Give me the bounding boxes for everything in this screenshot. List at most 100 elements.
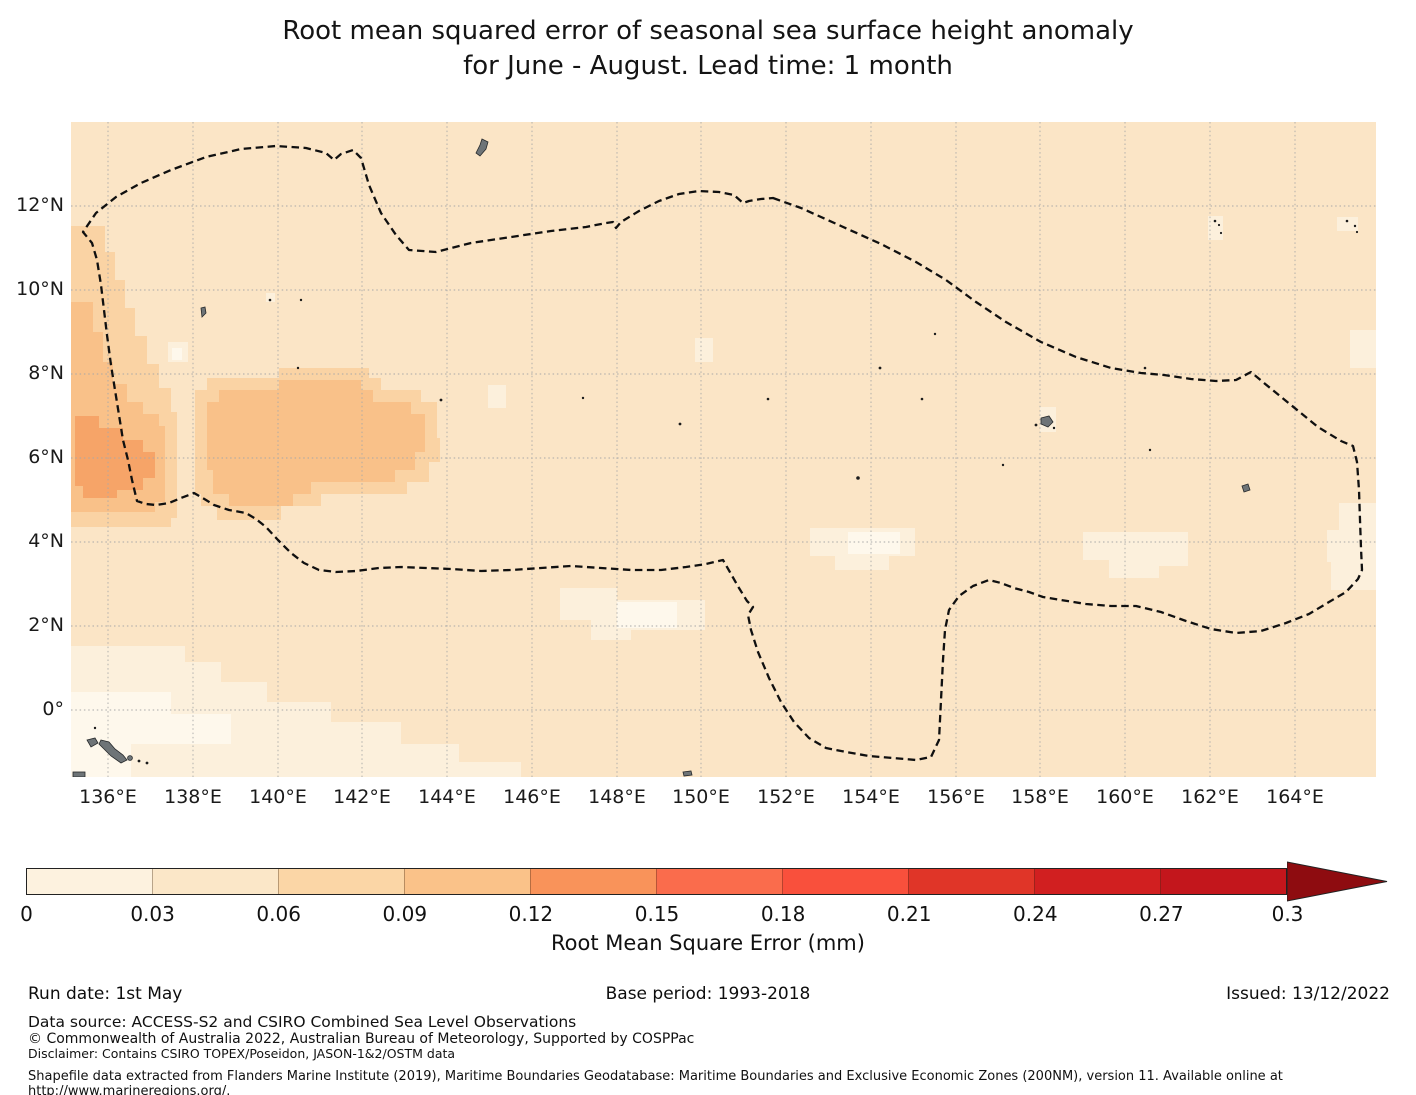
colorbar-segment bbox=[404, 869, 530, 894]
colorbar-extend-arrow bbox=[1287, 861, 1388, 902]
island-guam bbox=[475, 138, 489, 157]
atoll-speck bbox=[296, 366, 300, 370]
atoll-speck bbox=[1345, 219, 1349, 223]
atoll-speck bbox=[1213, 219, 1217, 223]
x-tick-label: 156°E bbox=[927, 786, 985, 808]
atoll-speck bbox=[1355, 230, 1359, 234]
atoll-speck bbox=[920, 397, 924, 401]
x-tick-label: 158°E bbox=[1011, 786, 1069, 808]
x-tick-label: 154°E bbox=[842, 786, 900, 808]
colorbar-tick-label: 0.15 bbox=[634, 902, 680, 926]
atoll-speck bbox=[268, 298, 272, 302]
x-tick-label: 152°E bbox=[757, 786, 815, 808]
rmse-low-patch-150e-9n bbox=[695, 338, 713, 362]
island-palau-speck bbox=[137, 759, 141, 763]
y-tick-label: 8°N bbox=[28, 362, 64, 384]
atoll-speck bbox=[678, 422, 682, 426]
colorbar-segment bbox=[1034, 869, 1160, 894]
x-tick-label: 138°E bbox=[164, 786, 222, 808]
island-yap bbox=[200, 306, 207, 318]
rmse-low-patch-146e-8n bbox=[488, 385, 506, 408]
colorbar-segment bbox=[530, 869, 656, 894]
colorbar bbox=[26, 868, 1287, 895]
rmse-lowest-patch-153e-4n bbox=[848, 532, 900, 554]
atoll-speck bbox=[581, 396, 585, 400]
x-tick-label: 164°E bbox=[1266, 786, 1324, 808]
rmse-lowest-patch-yap-south bbox=[172, 348, 182, 360]
x-tick-label: 148°E bbox=[588, 786, 646, 808]
atoll-speck bbox=[439, 398, 443, 402]
rmse-low-patch-east-edge-4n bbox=[1327, 503, 1376, 590]
colorbar-tick-label: 0 bbox=[20, 902, 33, 926]
colorbar-tick-label: 0.24 bbox=[1013, 902, 1058, 926]
issued-date-text: Issued: 13/12/2022 bbox=[1226, 984, 1390, 1004]
chart-title-line2: for June - August. Lead time: 1 month bbox=[463, 51, 953, 81]
colorbar-segment bbox=[656, 869, 782, 894]
island-palau-speck bbox=[93, 726, 97, 730]
y-tick-label: 6°N bbox=[28, 446, 64, 468]
island-palau-north bbox=[86, 737, 99, 748]
island-kapingamarangi bbox=[682, 770, 693, 777]
colorbar-segment bbox=[1160, 869, 1286, 894]
x-tick-label: 150°E bbox=[672, 786, 730, 808]
atoll-speck bbox=[878, 366, 882, 370]
island-palau-main bbox=[98, 739, 128, 764]
chart-title-line1: Root mean squared error of seasonal sea … bbox=[282, 16, 1134, 46]
disclaimer-text: Disclaimer: Contains CSIRO TOPEX/Poseido… bbox=[28, 1046, 456, 1061]
islands-group bbox=[72, 138, 1359, 777]
rmse-lowest-patch-south-center bbox=[617, 602, 677, 628]
chart-title: Root mean squared error of seasonal sea … bbox=[0, 14, 1416, 84]
atoll-speck bbox=[1353, 224, 1357, 228]
y-tick-label: 10°N bbox=[16, 278, 64, 300]
y-tick-label: 12°N bbox=[16, 194, 64, 216]
copyright-text: © Commonwealth of Australia 2022, Austra… bbox=[28, 1031, 695, 1047]
shapefile-attribution-text: Shapefile data extracted from Flanders M… bbox=[28, 1069, 1283, 1095]
rmse-low-patch-160e-4n bbox=[1083, 532, 1188, 578]
colorbar-tick-label: 0.06 bbox=[256, 902, 301, 926]
rmse-highest-core bbox=[75, 416, 155, 498]
colorbar-segment bbox=[908, 869, 1034, 894]
x-tick-label: 142°E bbox=[333, 786, 391, 808]
y-tick-label: 2°N bbox=[28, 614, 64, 636]
run-date-text: Run date: 1st May bbox=[28, 984, 183, 1004]
atoll-speck bbox=[1219, 231, 1223, 235]
colorbar-tick-label: 0.03 bbox=[130, 902, 175, 926]
graticule-gridlines bbox=[71, 122, 1376, 777]
y-tick-label: 4°N bbox=[28, 530, 64, 552]
island-palau-small bbox=[127, 755, 133, 761]
atoll-chuuk bbox=[856, 476, 860, 480]
atoll-speck bbox=[1034, 423, 1038, 427]
atoll-speck bbox=[766, 397, 770, 401]
x-tick-label: 144°E bbox=[418, 786, 476, 808]
colorbar-tick-label: 0.3 bbox=[1271, 902, 1304, 926]
colorbar-segment bbox=[152, 869, 278, 894]
island-palau-speck bbox=[145, 761, 149, 765]
x-tick-label: 140°E bbox=[249, 786, 307, 808]
x-tick-label: 146°E bbox=[503, 786, 561, 808]
island-kosrae bbox=[1241, 483, 1251, 493]
colorbar-segment bbox=[278, 869, 404, 894]
rmse-high-patch-center bbox=[207, 380, 425, 506]
x-tick-label: 136°E bbox=[79, 786, 137, 808]
colorbar-tick-label: 0.27 bbox=[1139, 902, 1184, 926]
rmse-low-patch-164e-12n bbox=[1337, 217, 1358, 231]
island-clipped-bottom bbox=[72, 771, 86, 777]
atoll-speck bbox=[1052, 426, 1056, 430]
atoll-speck bbox=[1148, 448, 1152, 452]
rmse-low-patch-southwest bbox=[71, 646, 521, 777]
rmse-low-patch-east-edge-8n bbox=[1350, 330, 1376, 368]
colorbar-tick-label: 0.18 bbox=[760, 902, 806, 926]
colorbar-tick-label: 0.12 bbox=[508, 902, 554, 926]
rmse-low-speck-center bbox=[266, 293, 275, 302]
colorbar-tick-label: 0.09 bbox=[382, 902, 428, 926]
x-tick-label: 162°E bbox=[1181, 786, 1239, 808]
atoll-speck bbox=[1217, 223, 1221, 227]
y-tick-label: 0° bbox=[42, 698, 64, 720]
colorbar-axis-label: Root Mean Square Error (mm) bbox=[551, 931, 865, 955]
eez-boundary-outline bbox=[81, 144, 1364, 762]
x-tick-label: 160°E bbox=[1096, 786, 1154, 808]
colorbar-segment bbox=[27, 869, 152, 894]
colorbar-tick-label: 0.21 bbox=[886, 902, 932, 926]
sea-surface-rmse-map bbox=[71, 122, 1376, 777]
